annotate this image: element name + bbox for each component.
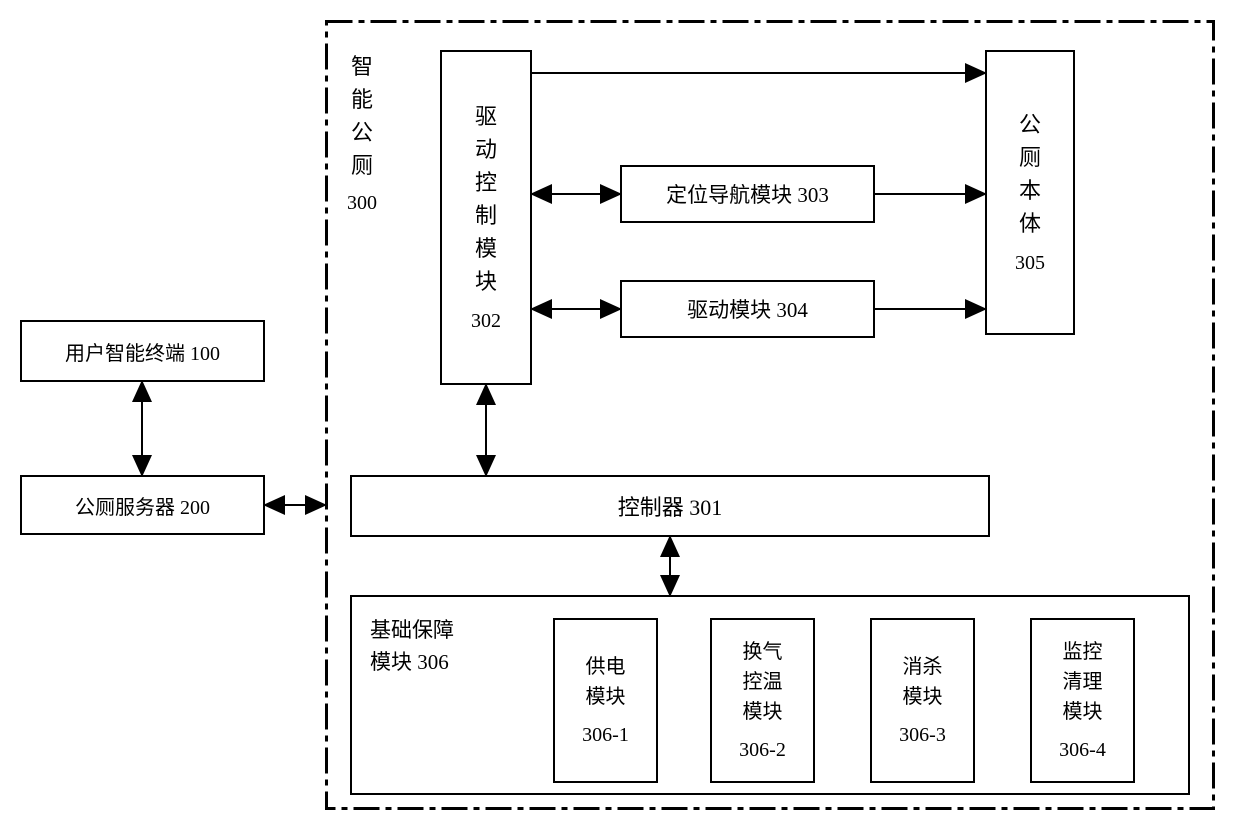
server-box: 公厕服务器 200	[20, 475, 265, 535]
monitor-module-box: 监控 清理 模块 306-4	[1030, 618, 1135, 783]
nav-module-box: 定位导航模块 303	[620, 165, 875, 223]
base-module-label: 基础保障模块 306	[370, 615, 454, 678]
nav-module-label: 定位导航模块 303	[666, 179, 829, 209]
container-label-num: 300	[347, 188, 377, 218]
container-label-text: 智	[351, 50, 373, 83]
user-terminal-label: 用户智能终端 100	[65, 337, 220, 366]
drive-control-num: 302	[471, 306, 501, 336]
toilet-body-box: 公 厕 本 体 305	[985, 50, 1075, 335]
controller-label: 控制器 301	[618, 490, 723, 522]
vent-num: 306-2	[739, 735, 786, 765]
disinfect-module-box: 消杀 模块 306-3	[870, 618, 975, 783]
toilet-body-num: 305	[1015, 248, 1045, 278]
drive-module-label: 驱动模块 304	[687, 294, 808, 324]
disinfect-num: 306-3	[899, 720, 946, 750]
drive-module-box: 驱动模块 304	[620, 280, 875, 338]
power-module-box: 供电 模块 306-1	[553, 618, 658, 783]
power-num: 306-1	[582, 720, 629, 750]
ventilation-module-box: 换气 控温 模块 306-2	[710, 618, 815, 783]
drive-control-module-box: 驱 动 控 制 模 块 302	[440, 50, 532, 385]
user-terminal-box: 用户智能终端 100	[20, 320, 265, 382]
container-label: 智 能 公 厕 300	[348, 50, 376, 218]
controller-box: 控制器 301	[350, 475, 990, 537]
server-label: 公厕服务器 200	[75, 491, 210, 520]
monitor-num: 306-4	[1059, 735, 1106, 765]
